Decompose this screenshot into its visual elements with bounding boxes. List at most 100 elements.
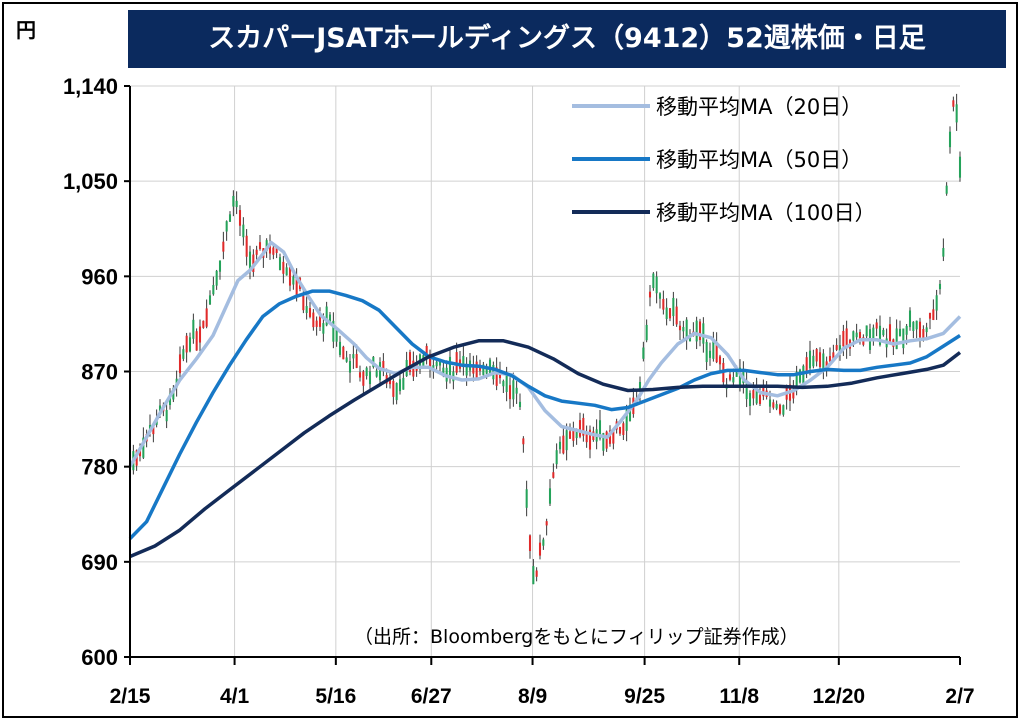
- candle-body: [875, 322, 878, 329]
- candle-body: [268, 244, 272, 254]
- candle-body: [272, 247, 275, 255]
- candle-body: [752, 390, 755, 399]
- grid: [130, 85, 960, 657]
- candle-body: [732, 377, 735, 383]
- candle-body: [362, 371, 365, 386]
- candle-body: [342, 346, 345, 360]
- candle-body: [548, 488, 552, 504]
- candle-body: [712, 339, 715, 359]
- candle-body: [938, 283, 942, 290]
- candle-body: [942, 248, 945, 257]
- candle-body: [322, 323, 325, 334]
- candle-body: [178, 354, 182, 374]
- candle-body: [215, 270, 218, 286]
- candle-body: [638, 381, 642, 392]
- candle-body: [365, 367, 368, 377]
- candle-body: [192, 319, 195, 339]
- x-tick-label: 8/9: [518, 685, 547, 708]
- candle-body: [912, 321, 915, 332]
- candle-body: [928, 312, 932, 319]
- candle-body: [435, 361, 438, 367]
- candle-body: [895, 328, 898, 350]
- candle-body: [245, 235, 248, 257]
- candle-body: [758, 395, 762, 404]
- y-unit-label: 円: [16, 18, 36, 42]
- candle-body: [238, 210, 242, 226]
- candle-body: [798, 369, 802, 383]
- candle-body: [682, 326, 685, 332]
- candle-body: [955, 104, 958, 123]
- chart-title: スカパーJSATホールディングス（9412）52週株価・日足: [128, 10, 1006, 68]
- candle-body: [325, 306, 328, 326]
- candle-body: [305, 306, 308, 313]
- candle-body: [565, 430, 568, 451]
- candle-body: [932, 309, 935, 321]
- candle-body: [918, 321, 922, 338]
- candle-body: [802, 365, 805, 385]
- candle-body: [572, 430, 575, 441]
- y-tick-label: 960: [81, 264, 118, 289]
- x-tick-label: 6/27: [411, 685, 452, 708]
- candle-body: [402, 377, 405, 390]
- candle-body: [395, 383, 398, 401]
- candle-body: [675, 306, 678, 325]
- candle-body: [425, 345, 428, 355]
- candle-body: [318, 313, 322, 327]
- candle-body: [315, 320, 318, 327]
- candle-body: [282, 261, 285, 274]
- candle-body: [828, 356, 832, 362]
- moving-average-lines: [128, 240, 962, 559]
- candle-body: [382, 360, 385, 372]
- candle-body: [355, 354, 358, 368]
- candle-body: [872, 327, 875, 339]
- candle-body: [735, 367, 738, 377]
- candle-body: [462, 356, 465, 366]
- candle-body: [662, 298, 665, 310]
- candle-body: [515, 387, 518, 394]
- candle-body: [285, 267, 288, 276]
- candle-body: [925, 327, 928, 333]
- candle-body: [442, 367, 445, 377]
- candle-body: [768, 399, 772, 407]
- candle-body: [455, 352, 458, 373]
- candle-body: [865, 325, 868, 337]
- candle-body: [328, 314, 332, 323]
- candle-body: [302, 295, 305, 311]
- candle-body: [235, 200, 238, 208]
- candle-body: [822, 353, 825, 371]
- candle-body: [818, 352, 822, 367]
- candle-body: [772, 402, 775, 408]
- candle-body: [668, 308, 672, 319]
- candle-body: [432, 365, 435, 370]
- ma-line-2: [128, 289, 961, 540]
- candle-body: [338, 341, 342, 355]
- candle-body: [542, 539, 545, 546]
- candle-body: [748, 393, 752, 406]
- candle-body: [408, 352, 412, 373]
- candle-body: [678, 325, 682, 331]
- candle-body: [652, 273, 655, 289]
- candle-body: [708, 350, 712, 358]
- candle-body: [378, 362, 382, 381]
- candle-body: [142, 437, 145, 458]
- candle-body: [602, 433, 605, 451]
- candle-body: [948, 131, 952, 148]
- candle-body: [695, 320, 698, 342]
- candle-body: [375, 370, 378, 377]
- x-tick-label: 2/15: [110, 685, 151, 708]
- candle-body: [348, 361, 352, 373]
- candle-body: [858, 332, 862, 339]
- candle-body: [255, 249, 258, 255]
- candle-body: [702, 323, 705, 344]
- candle-body: [745, 380, 748, 400]
- candle-body: [842, 330, 845, 347]
- candle-body: [248, 251, 252, 273]
- candle-body: [665, 307, 668, 319]
- candle-body: [202, 320, 205, 328]
- candle-body: [908, 310, 912, 328]
- x-tick-label: 12/20: [813, 685, 866, 708]
- candle-body: [158, 405, 162, 414]
- candle-body: [185, 335, 188, 353]
- candle-body: [265, 240, 268, 251]
